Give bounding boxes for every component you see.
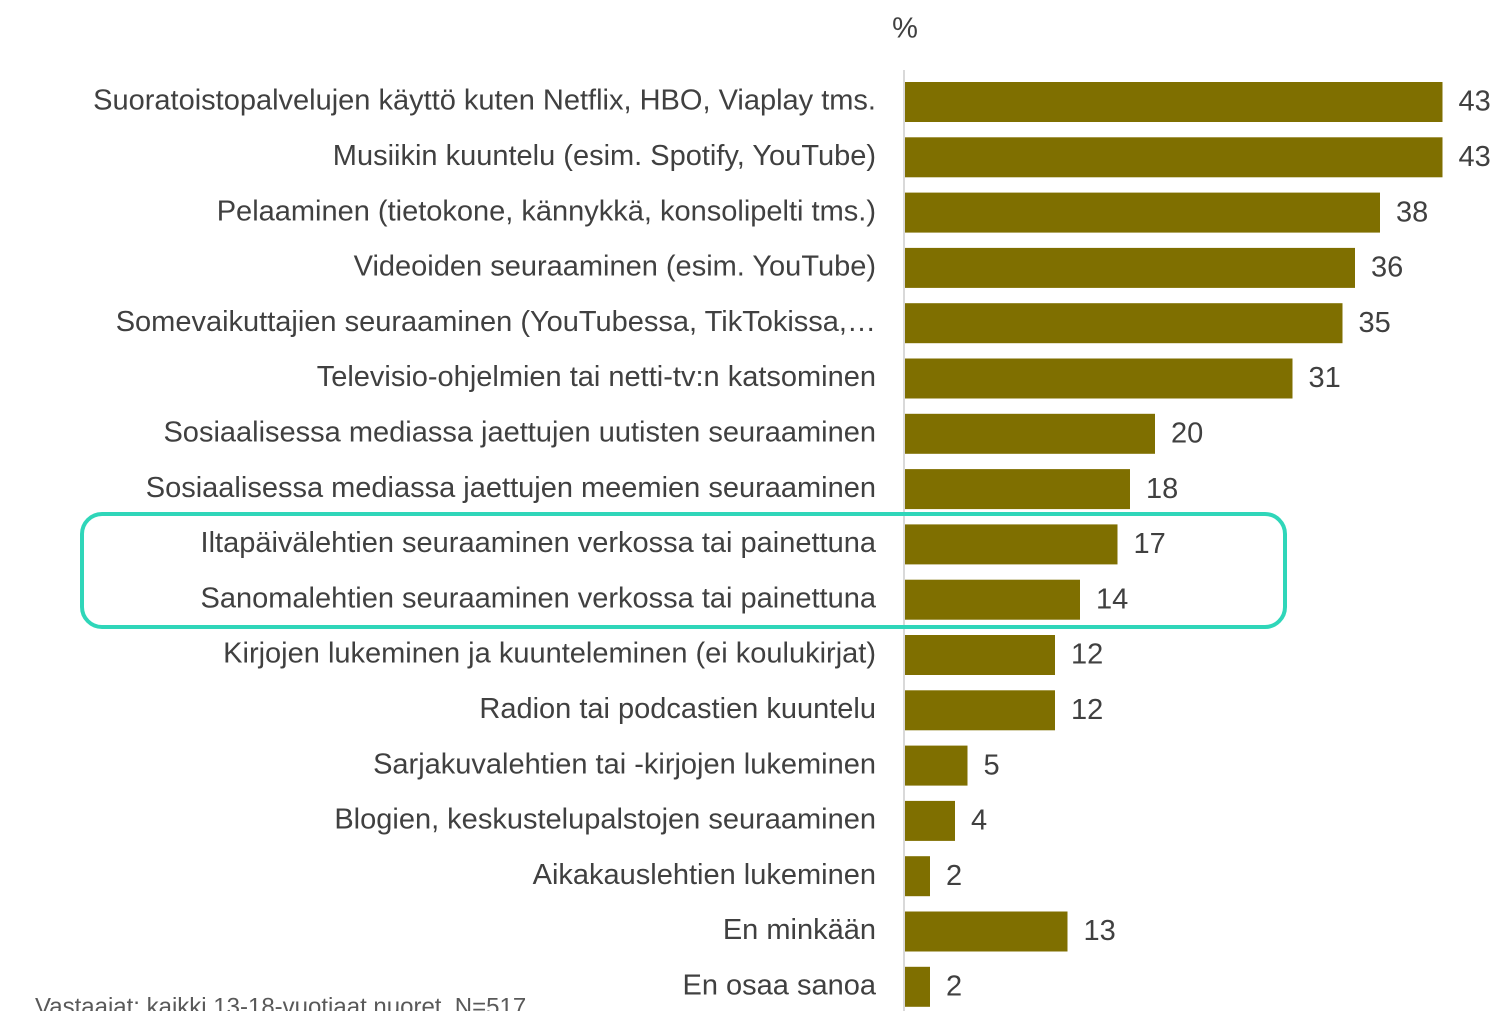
category-label: Pelaaminen (tietokone, kännykkä, konsoli… bbox=[217, 195, 876, 227]
bar bbox=[905, 579, 1080, 620]
chart-title: % bbox=[892, 13, 918, 45]
category-label: Televisio-ohjelmien tai netti-tv:n katso… bbox=[317, 361, 876, 393]
bar bbox=[905, 690, 1055, 731]
value-label: 17 bbox=[1134, 528, 1166, 560]
category-label: Iltapäivälehtien seuraaminen verkossa ta… bbox=[201, 527, 877, 559]
value-label: 43 bbox=[1459, 86, 1491, 118]
category-label: Suoratoistopalvelujen käyttö kuten Netfl… bbox=[93, 85, 876, 117]
value-label: 38 bbox=[1396, 196, 1428, 228]
category-label: Sarjakuvalehtien tai -kirjojen lukeminen bbox=[373, 748, 876, 780]
value-label: 12 bbox=[1071, 694, 1103, 726]
value-label: 43 bbox=[1459, 141, 1491, 173]
value-label: 20 bbox=[1171, 417, 1203, 449]
category-label: Blogien, keskustelupalstojen seuraaminen bbox=[334, 804, 876, 836]
bar bbox=[905, 82, 1443, 122]
category-label: Videoiden seuraaminen (esim. YouTube) bbox=[354, 251, 876, 283]
value-label: 36 bbox=[1371, 252, 1403, 284]
bar bbox=[905, 524, 1118, 565]
value-label: 5 bbox=[984, 749, 1000, 781]
value-label: 2 bbox=[946, 970, 962, 1002]
bar bbox=[905, 745, 968, 786]
bar bbox=[905, 413, 1155, 454]
highlight-box bbox=[80, 512, 1287, 629]
category-label: En minkään bbox=[723, 914, 876, 946]
category-label: Aikakauslehtien lukeminen bbox=[533, 859, 876, 891]
value-label: 35 bbox=[1359, 307, 1391, 339]
value-label: 18 bbox=[1146, 473, 1178, 505]
value-label: 14 bbox=[1096, 583, 1128, 615]
bar bbox=[905, 635, 1055, 675]
bar bbox=[905, 137, 1443, 178]
bar bbox=[905, 247, 1355, 288]
category-label: Musiikin kuuntelu (esim. Spotify, YouTub… bbox=[333, 140, 876, 172]
bar bbox=[905, 800, 955, 841]
bar bbox=[905, 856, 930, 897]
value-label: 12 bbox=[1071, 639, 1103, 671]
bar bbox=[905, 358, 1293, 399]
bar bbox=[905, 469, 1130, 510]
category-label: Sosiaalisessa mediassa jaettujen uutiste… bbox=[163, 416, 876, 448]
category-label: Kirjojen lukeminen ja kuunteleminen (ei … bbox=[223, 638, 876, 670]
bar bbox=[905, 966, 930, 1007]
category-label: Sosiaalisessa mediassa jaettujen meemien… bbox=[146, 472, 876, 504]
bar bbox=[905, 192, 1380, 233]
value-label: 2 bbox=[946, 860, 962, 892]
bar bbox=[905, 911, 1068, 952]
bar bbox=[905, 303, 1343, 344]
value-label: 4 bbox=[971, 805, 987, 837]
value-label: 31 bbox=[1309, 362, 1341, 394]
footnote: Vastaajat: kaikki 13-18-vuotiaat nuoret,… bbox=[35, 993, 526, 1011]
category-label: Sanomalehtien seuraaminen verkossa tai p… bbox=[201, 582, 877, 614]
value-label: 13 bbox=[1084, 915, 1116, 947]
category-label: Radion tai podcastien kuuntelu bbox=[479, 693, 876, 725]
category-label: En osaa sanoa bbox=[683, 969, 877, 1001]
category-label: Somevaikuttajien seuraaminen (YouTubessa… bbox=[116, 306, 876, 338]
